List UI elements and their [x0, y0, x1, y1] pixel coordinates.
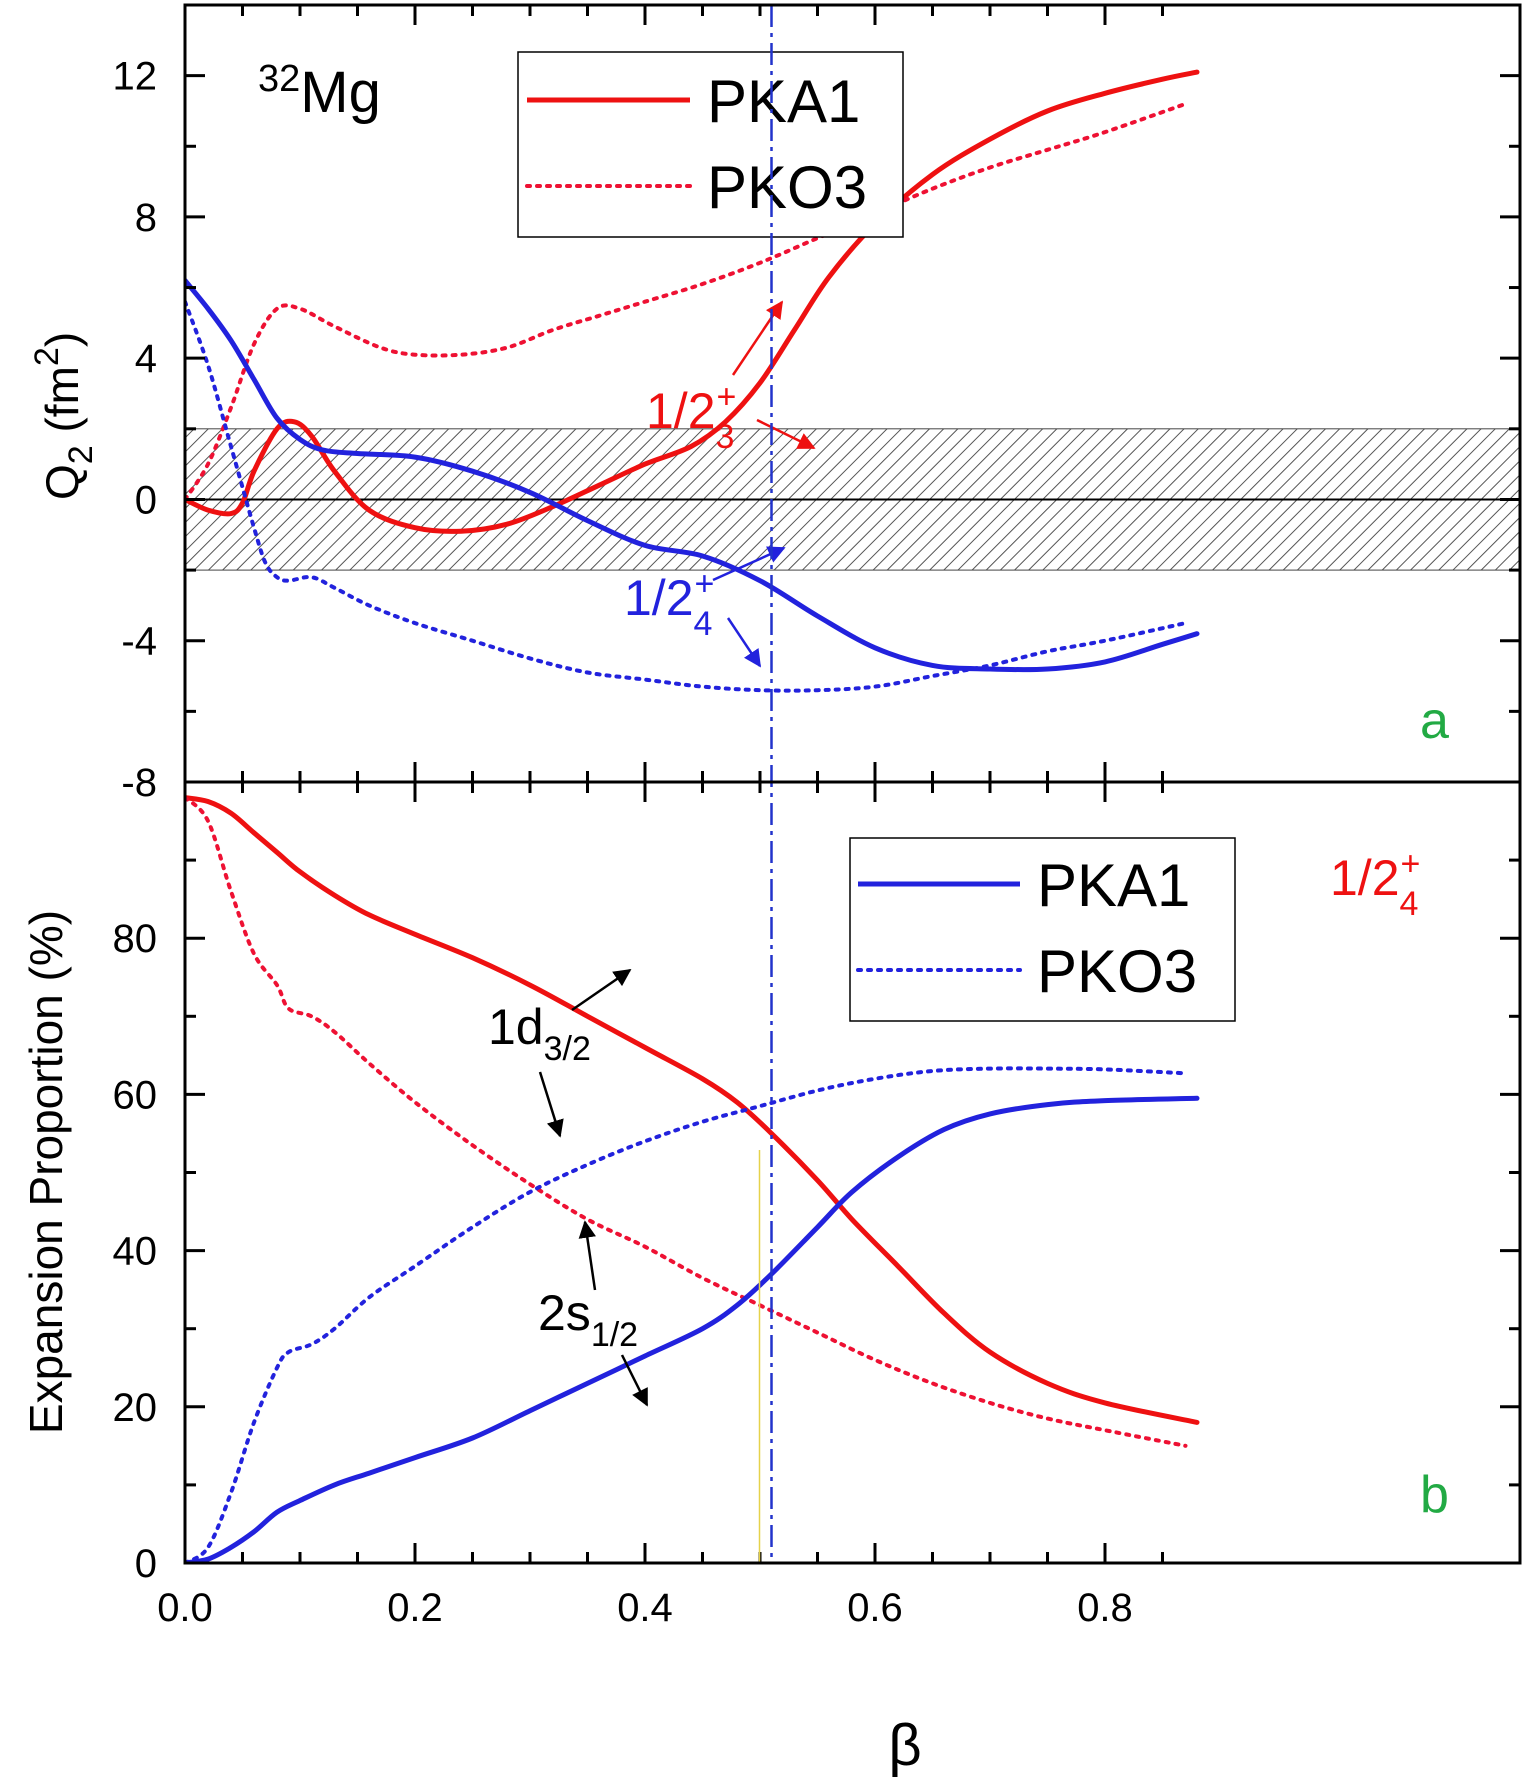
panel-a-series-pka1-123-solid	[185, 69, 1200, 534]
arrow-2s12-to-pka1	[620, 1354, 649, 1407]
plot-frame	[183, 3, 1522, 1565]
legend-b-label-pka1: PKA1	[1037, 852, 1190, 919]
panel-b-series-pko3-2s12-dotted	[185, 1066, 1188, 1563]
annotation-2s12: 2s1/2	[538, 1285, 638, 1354]
x-tick-label: 0.2	[387, 1586, 443, 1630]
y-tick-label-a: -4	[121, 620, 157, 664]
y-tick-label-b: 60	[113, 1073, 158, 1117]
panel-a: 12 8 4 0 -4 -8 32Mg PKA1 PKO3 1/23+ 1/24+ a Q…	[28, 3, 1521, 805]
y-tick-label-a: 12	[113, 55, 158, 99]
nucleus-label: 32Mg	[258, 58, 381, 125]
x-tick-label: 0.6	[847, 1586, 903, 1630]
arrow-1-2-3-to-pko3	[731, 300, 784, 376]
x-tick-label: 0.0	[157, 1586, 213, 1630]
y-tick-label-a: 0	[135, 478, 157, 522]
y-tick-label-b: 0	[135, 1542, 157, 1586]
legend-b-label-pko3: PKO3	[1037, 938, 1197, 1005]
annotation-1-2-4-plus: 1/24+	[624, 565, 714, 643]
arrow-1d32-to-pko3	[538, 1071, 564, 1138]
panel-a-series-pko3-124-dotted	[185, 299, 1188, 693]
y-tick-label-a: 4	[135, 337, 157, 381]
arrow-1-2-4-to-pko3	[726, 617, 762, 668]
legend-b: PKA1 PKO3	[849, 837, 1236, 1022]
y-tick-label-a: -8	[121, 761, 157, 805]
arrow-2s12-to-pko3	[578, 1220, 597, 1291]
panel-b-series-pka1-1d32-solid	[185, 795, 1200, 1425]
legend-a-label-pko3: PKO3	[707, 154, 867, 221]
x-axis-label: β	[888, 1713, 921, 1778]
state-label-b: 1/24+	[1330, 845, 1420, 923]
panel-b-series-pko3-1d32-dotted	[185, 795, 1188, 1448]
y-tick-label-b: 20	[113, 1386, 158, 1430]
y-axis-label-a: Q2 (fm2)	[28, 332, 100, 500]
panel-b-series-pka1-2s12-solid	[185, 1095, 1200, 1563]
x-tick-label: 0.8	[1077, 1586, 1133, 1630]
panel-a-label: a	[1420, 692, 1449, 750]
x-tick-label: 0.4	[617, 1586, 673, 1630]
panel-a-series-pko3-123-dotted	[185, 101, 1188, 502]
annotation-1d32: 1d3/2	[488, 999, 591, 1068]
annotation-1-2-3-plus: 1/23+	[646, 378, 736, 456]
y-tick-label-b: 40	[113, 1230, 158, 1274]
legend-a: PKA1 PKO3	[517, 51, 904, 238]
panel-a-series-pka1-124-solid	[185, 278, 1200, 673]
legend-a-label-pka1: PKA1	[707, 68, 860, 135]
nucleus-element: Mg	[300, 60, 381, 125]
y-tick-label-a: 8	[135, 196, 157, 240]
y-tick-label-b: 80	[113, 917, 158, 961]
panel-b-label: b	[1420, 1466, 1449, 1524]
nucleus-mass: 32	[258, 58, 300, 100]
y-axis-label-b: Expansion Proportion (%)	[20, 910, 72, 1434]
arrow-1d32-to-pka1	[571, 968, 632, 1012]
arrow-1-2-3-to-pka1	[756, 418, 816, 450]
